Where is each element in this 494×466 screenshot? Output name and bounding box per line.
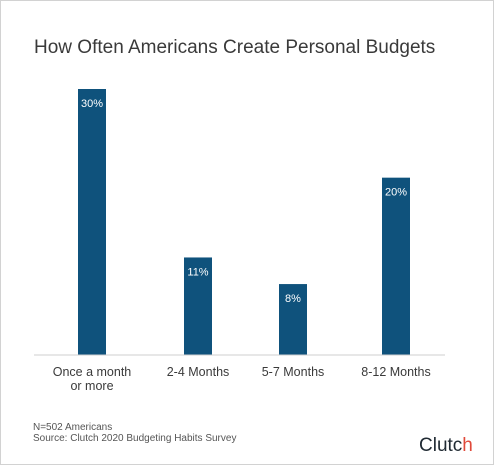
data-label-0: 30% [81, 98, 103, 110]
category-label-1: 2-4 Months [167, 365, 230, 379]
category-label-2: 5-7 Months [262, 365, 325, 379]
chart-footnote: N=502 Americans Source: Clutch 2020 Budg… [33, 422, 236, 444]
data-label-3: 20% [385, 187, 407, 199]
bar-0 [78, 89, 106, 355]
category-label-0: Once a month or more [53, 365, 132, 393]
data-label-1: 11% [187, 266, 208, 278]
chart-title: How Often Americans Create Personal Budg… [34, 37, 436, 58]
bar-2 [279, 284, 307, 355]
bar-1 [184, 257, 212, 355]
data-label-2: 8% [285, 293, 301, 305]
sample-size-note: N=502 Americans [33, 422, 113, 433]
bar-3 [382, 177, 410, 355]
clutch-logo: Clutch [419, 435, 473, 456]
category-label-3: 8-12 Months [361, 365, 430, 379]
source-note: Source: Clutch 2020 Budgeting Habits Sur… [33, 433, 237, 444]
